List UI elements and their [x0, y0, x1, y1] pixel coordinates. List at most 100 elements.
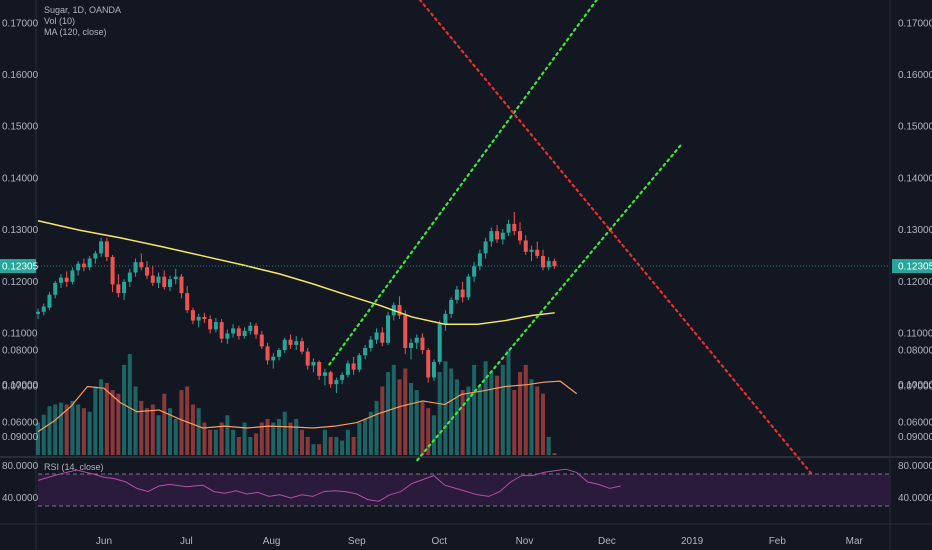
- volume-bar: [81, 408, 86, 455]
- candle-body: [225, 333, 230, 339]
- volume-bar: [386, 372, 391, 455]
- volume-bar: [391, 364, 396, 455]
- candle-body: [426, 350, 431, 378]
- candle-body: [374, 332, 379, 340]
- volume-bar: [87, 411, 92, 455]
- indicator-lines: [37, 0, 890, 477]
- candle-body: [58, 277, 63, 283]
- price-tick-right: 0.15000: [898, 122, 932, 133]
- volume-bar: [277, 418, 282, 455]
- volume-bar: [489, 372, 494, 455]
- candle-body: [449, 299, 454, 314]
- candle-body: [202, 316, 207, 320]
- candle-body: [454, 289, 459, 300]
- candle-body: [190, 310, 195, 321]
- candle-body: [104, 241, 109, 257]
- candle-body: [386, 315, 391, 343]
- candle-body: [93, 253, 98, 259]
- volume-bar: [460, 390, 465, 455]
- axes: 0.17000 0.17000 0.16000 0.16000 0.15000 0.150…: [0, 18, 932, 547]
- volume-tick-right: 0.07000: [898, 382, 932, 393]
- volume-bar: [449, 368, 454, 455]
- candle-body: [213, 322, 218, 330]
- volume-bar: [265, 418, 270, 455]
- volume-bars: [35, 350, 557, 455]
- candle-body: [76, 263, 81, 271]
- price-tick-left: 0.10000: [2, 380, 39, 391]
- candle-body: [259, 334, 264, 347]
- price-tick-right: 0.11000: [898, 328, 932, 339]
- candle-body: [47, 294, 52, 308]
- volume-bar: [76, 404, 81, 455]
- volume-bar: [426, 408, 431, 455]
- volume-bar: [167, 408, 172, 455]
- volume-bar: [185, 386, 190, 455]
- price-tick-right: 0.13000: [898, 225, 932, 236]
- volume-bar: [403, 368, 408, 455]
- volume-bar: [213, 429, 218, 455]
- volume-tick-right: 0.08000: [898, 345, 932, 356]
- candle-body: [345, 363, 350, 375]
- green-trendline: [328, 0, 598, 366]
- price-tick-right: 0.16000: [898, 70, 932, 81]
- volume-bar: [242, 422, 247, 455]
- candle-body: [380, 332, 385, 343]
- candle-body: [208, 319, 213, 330]
- volume-bar: [437, 372, 442, 455]
- volume-bar: [512, 390, 517, 455]
- candle-body: [403, 315, 408, 348]
- candle-body: [552, 261, 557, 267]
- candle-body: [368, 339, 373, 348]
- price-tick-left: 0.13000: [2, 225, 39, 236]
- volume-bar: [546, 436, 551, 455]
- candle-body: [477, 253, 482, 267]
- candle-body: [242, 330, 247, 337]
- candle-body: [420, 337, 425, 351]
- volume-bar: [70, 400, 75, 455]
- volume-bar: [248, 436, 253, 455]
- volume-bar: [196, 408, 201, 455]
- candle-body: [540, 255, 545, 268]
- candle-body: [110, 256, 115, 285]
- volume-bar: [414, 390, 419, 455]
- volume-bar: [156, 415, 161, 455]
- volume-bar: [552, 453, 557, 455]
- volume-bar: [254, 433, 259, 455]
- x-tick-label: Feb: [769, 536, 787, 547]
- x-tick-label: Aug: [263, 536, 281, 547]
- volume-bar: [317, 444, 322, 455]
- candle-body: [179, 276, 184, 294]
- volume-bar: [231, 429, 236, 455]
- candle-body: [133, 262, 138, 273]
- candle-body: [500, 232, 505, 240]
- rsi-tick-left: 80.0000: [2, 461, 39, 472]
- volume-bar: [122, 364, 127, 455]
- symbol-title[interactable]: Sugar, 1D, OANDA: [44, 5, 122, 15]
- candle-body: [87, 258, 92, 268]
- candle-body: [523, 240, 528, 252]
- candle-body: [41, 306, 46, 312]
- volume-bar: [259, 422, 264, 455]
- rsi-pane: [37, 468, 890, 507]
- candle-body: [437, 324, 442, 362]
- last-price-label-right: 0.12305: [898, 262, 932, 273]
- candle-body: [271, 356, 276, 361]
- candle-body: [35, 311, 41, 314]
- candle-body: [489, 231, 494, 242]
- rsi-legend[interactable]: RSI (14, close): [44, 462, 104, 472]
- candle-body: [53, 282, 58, 295]
- candle-body: [317, 361, 322, 376]
- volume-bar: [540, 393, 545, 455]
- volume-bar: [483, 361, 488, 455]
- price-tick-left: 0.15000: [2, 122, 39, 133]
- candle-body: [81, 263, 86, 268]
- vol-legend[interactable]: Vol (10): [44, 16, 76, 26]
- volume-bar: [53, 404, 58, 455]
- candle-body: [294, 341, 299, 345]
- volume-bar: [99, 379, 104, 455]
- ma-legend[interactable]: MA (120, close): [44, 27, 107, 37]
- volume-bar: [345, 429, 350, 455]
- candle-body: [431, 361, 436, 378]
